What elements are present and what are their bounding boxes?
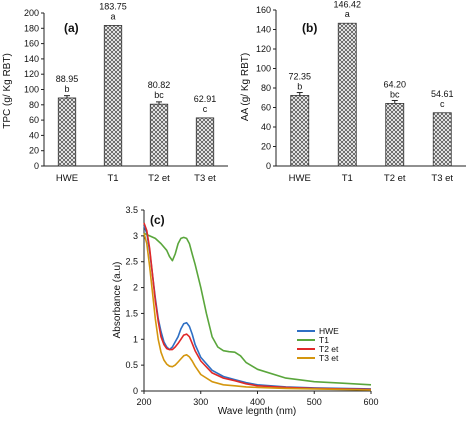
category-label-b: HWE <box>289 173 311 184</box>
y-axis-label-c: Absorbance (a.u) <box>112 262 123 339</box>
y-tick-label-a: 20 <box>29 146 39 156</box>
bar-chart-tpc: (a) TPC (g/ Kg RBT) 0 20 40 60 80 100 120 140 16… <box>2 1 228 184</box>
y-tick-label-b: 160 <box>256 5 271 15</box>
legend-label: T1 <box>319 335 329 345</box>
significance-letter-a: bc <box>154 90 164 100</box>
y-axis-label-a: TPC (g/ Kg RBT) <box>2 53 13 129</box>
x-tick-label-c: 300 <box>193 397 208 407</box>
bar-a <box>57 97 77 167</box>
y-tick-label-a: 200 <box>24 8 39 18</box>
y-axis-label-b: AA (g/ Kg RBT) <box>240 53 251 121</box>
panel-label-b: (b) <box>302 21 317 35</box>
y-tick-label-c: 3.5 <box>125 205 138 215</box>
y-tick-label-c: 0.5 <box>125 360 138 370</box>
bar-a <box>103 25 123 167</box>
y-tick-label-b: 120 <box>256 44 271 54</box>
significance-letter-a: b <box>64 84 69 94</box>
bar-a <box>149 103 169 167</box>
legend-label: T3 et <box>319 353 339 363</box>
y-tick-label-c: 3 <box>133 231 138 241</box>
value-label-a: 80.82 <box>148 80 171 90</box>
category-label-b: T2 et <box>384 173 406 184</box>
y-tick-label-c: 2 <box>133 283 138 293</box>
category-label-a: HWE <box>56 173 78 184</box>
legend-label: HWE <box>319 326 339 336</box>
category-label-b: T1 <box>342 173 353 184</box>
y-tick-label-b: 60 <box>261 103 271 113</box>
significance-letter-b: a <box>345 9 350 19</box>
y-tick-label-a: 120 <box>24 69 39 79</box>
category-label-a: T3 et <box>194 173 216 184</box>
y-tick-label-a: 80 <box>29 100 39 110</box>
series-line-t3-et <box>143 233 372 391</box>
y-tick-label-a: 40 <box>29 130 39 140</box>
value-label-b: 72.35 <box>288 71 311 81</box>
y-tick-label-b: 40 <box>261 122 271 132</box>
y-tick-label-c: 1 <box>133 334 138 344</box>
line-chart-absorbance: (c) Absorbance (a.u) Wave legnth (nm) 0 0… <box>112 205 379 417</box>
y-tick-label-b: 140 <box>256 25 271 35</box>
x-tick-label-c: 500 <box>307 397 322 407</box>
category-label-b: T3 et <box>431 173 453 184</box>
bar-chart-aa: (b) AA (g/ Kg RBT) 0 20 40 60 80 100 120 140 160… <box>240 0 466 184</box>
significance-letter-b: bc <box>390 89 400 99</box>
category-label-a: T1 <box>107 173 118 184</box>
x-tick-label-c: 600 <box>363 397 378 407</box>
series-line-hwe <box>143 225 372 390</box>
category-label-a: T2 et <box>148 173 170 184</box>
significance-letter-a: c <box>203 104 208 114</box>
x-tick-label-c: 200 <box>136 397 151 407</box>
y-tick-label-c: 0 <box>133 386 138 396</box>
value-label-a: 62.91 <box>194 94 217 104</box>
value-label-b: 146.42 <box>333 0 361 9</box>
series-line-t1 <box>143 232 372 386</box>
y-tick-label-a: 180 <box>24 23 39 33</box>
significance-letter-b: b <box>297 81 302 91</box>
bar-b <box>432 112 452 167</box>
value-label-b: 64.20 <box>383 79 406 89</box>
value-label-a: 88.95 <box>56 74 79 84</box>
y-tick-label-a: 100 <box>24 85 39 95</box>
bar-a <box>195 117 215 167</box>
significance-letter-a: a <box>110 11 115 21</box>
y-tick-label-c: 2.5 <box>125 257 138 267</box>
series-line-t2-et <box>143 222 372 391</box>
y-tick-label-b: 80 <box>261 83 271 93</box>
y-tick-label-a: 160 <box>24 39 39 49</box>
y-tick-label-a: 140 <box>24 54 39 64</box>
x-tick-label-c: 400 <box>250 397 265 407</box>
panel-label-c: (c) <box>150 213 165 227</box>
y-tick-label-b: 0 <box>266 161 271 171</box>
y-tick-label-c: 1.5 <box>125 308 138 318</box>
panel-label-a: (a) <box>64 21 79 35</box>
y-tick-label-a: 60 <box>29 115 39 125</box>
value-label-b: 54.61 <box>431 89 454 99</box>
y-tick-label-b: 100 <box>256 64 271 74</box>
y-tick-label-b: 20 <box>261 142 271 152</box>
x-axis-label-c: Wave legnth (nm) <box>218 406 297 417</box>
bar-b <box>290 95 310 167</box>
bar-b <box>385 103 405 167</box>
legend-label: T2 et <box>319 344 339 354</box>
value-label-a: 183.75 <box>99 1 127 11</box>
bar-b <box>337 22 357 167</box>
significance-letter-b: c <box>440 99 445 109</box>
y-tick-label-a: 0 <box>34 161 39 171</box>
